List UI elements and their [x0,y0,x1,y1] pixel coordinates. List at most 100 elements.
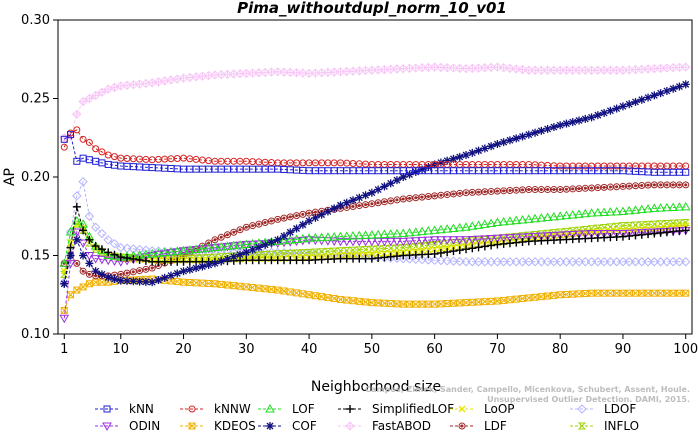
data-point [487,241,496,250]
data-point [242,283,250,291]
data-point [198,262,207,271]
data-point [279,235,289,245]
data-point [336,295,344,303]
data-point [346,405,354,413]
x-tick-label: 100 [673,342,698,357]
data-point [536,213,547,222]
data-point [523,233,534,242]
data-point [467,257,478,267]
data-point [668,219,678,227]
data-point [429,225,440,234]
data-point [392,176,401,185]
data-point [203,243,214,252]
data-point [335,237,346,247]
data-point [644,181,652,189]
data-point [448,256,459,266]
y-tick-label: 0.25 [21,92,50,107]
data-point [85,156,93,164]
data-point [159,250,170,259]
data-point [574,230,584,240]
data-point [412,300,420,308]
data-point [674,202,685,211]
data-point [323,207,332,216]
watermark-citation: Unsupervised Outlier Detection. DAMI, 20… [487,395,690,404]
data-point [580,208,591,218]
data-point [186,279,194,287]
data-point [475,298,483,306]
data-point [147,248,158,258]
data-point [655,203,666,212]
data-point [474,243,483,252]
data-point [454,222,465,232]
data-point [499,138,508,147]
data-point [605,257,616,267]
data-point [329,247,339,255]
data-point [524,231,533,239]
data-point [380,182,389,191]
y-axis: 0.10 0.15 0.20 0.25 0.30 [21,13,58,342]
data-point [668,202,679,211]
data-point [71,228,82,237]
data-point [630,229,641,238]
data-point [109,239,120,249]
data-point [480,144,489,153]
legend-label: LoOP [484,402,515,416]
data-point [316,232,327,242]
data-point [385,237,396,247]
data-point [103,405,111,413]
data-point [104,151,112,159]
data-point [72,235,81,244]
data-point [580,230,591,239]
data-point [517,233,528,242]
data-point [210,253,220,261]
data-point [631,97,640,106]
data-point [448,236,459,245]
data-point [97,87,107,97]
data-point [650,91,659,100]
data-point [530,213,540,223]
data-point [587,113,596,122]
data-point [574,209,584,218]
data-point [368,200,376,208]
data-point [129,268,137,276]
data-point [67,291,75,299]
data-point [297,233,308,243]
x-tick-label: 70 [489,342,506,357]
series-line [63,83,686,284]
data-point [142,265,150,273]
data-point [72,109,82,119]
data-point [379,237,390,247]
data-point [674,257,685,267]
data-point [66,251,75,260]
data-point [72,191,82,201]
x-tick-label: 60 [426,342,443,357]
data-point [423,226,434,235]
data-point [148,278,157,287]
x-tick-label: 1 [60,342,68,357]
data-point [681,226,690,235]
data-point [481,298,489,306]
data-point [67,131,75,139]
data-point [682,289,690,297]
data-point [241,239,252,249]
data-point [222,241,233,250]
data-point [517,257,528,267]
data-point [518,132,527,141]
data-point [273,235,282,244]
data-point [561,210,572,220]
data-point [486,257,496,267]
data-point [85,270,93,278]
data-point [254,240,264,249]
data-point [341,231,352,240]
data-point [110,275,119,284]
data-point [599,230,609,239]
data-point [505,257,515,267]
data-point [417,254,427,265]
data-point [210,242,220,252]
data-point [468,148,477,157]
data-point [166,247,176,256]
data-point [335,231,346,241]
legend-label: kNNW [214,402,251,416]
x-tick-label: 10 [112,342,129,357]
data-point [361,191,370,200]
